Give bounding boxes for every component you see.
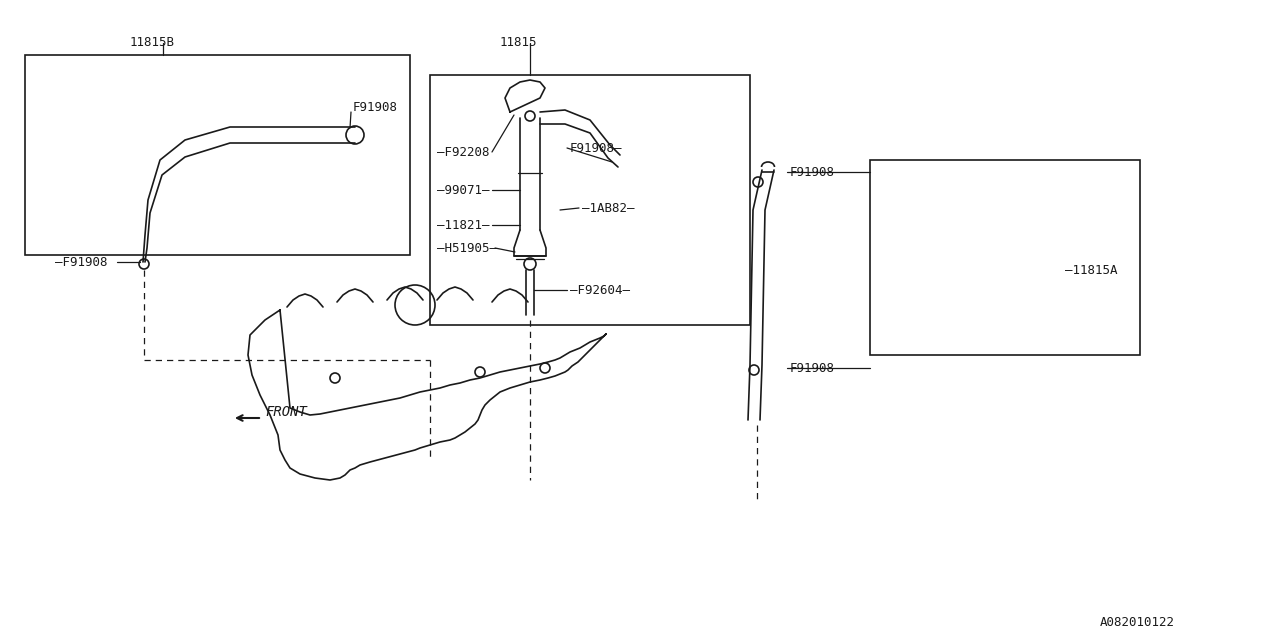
Text: 11815: 11815 [500, 35, 538, 49]
Text: F91908—: F91908— [790, 362, 842, 374]
Text: F91908: F91908 [353, 100, 398, 113]
Bar [870, 160, 1140, 355]
Text: –99071—: –99071— [436, 184, 489, 196]
Text: F91908—: F91908— [790, 166, 842, 179]
Bar [26, 55, 410, 255]
Text: –F92208: –F92208 [436, 145, 489, 159]
Text: –11821—: –11821— [436, 218, 489, 232]
Text: –H51905—: –H51905— [436, 241, 497, 255]
Text: 11815B: 11815B [131, 35, 175, 49]
Text: F91908–: F91908– [570, 141, 622, 154]
Text: –11815A: –11815A [1065, 264, 1117, 276]
Bar [430, 75, 750, 325]
Text: –1AB82—: –1AB82— [582, 202, 635, 214]
Text: FRONT: FRONT [265, 405, 307, 419]
Text: –F91908: –F91908 [55, 255, 108, 269]
Text: –F92604—: –F92604— [570, 284, 630, 296]
Text: A082010122: A082010122 [1100, 616, 1175, 628]
